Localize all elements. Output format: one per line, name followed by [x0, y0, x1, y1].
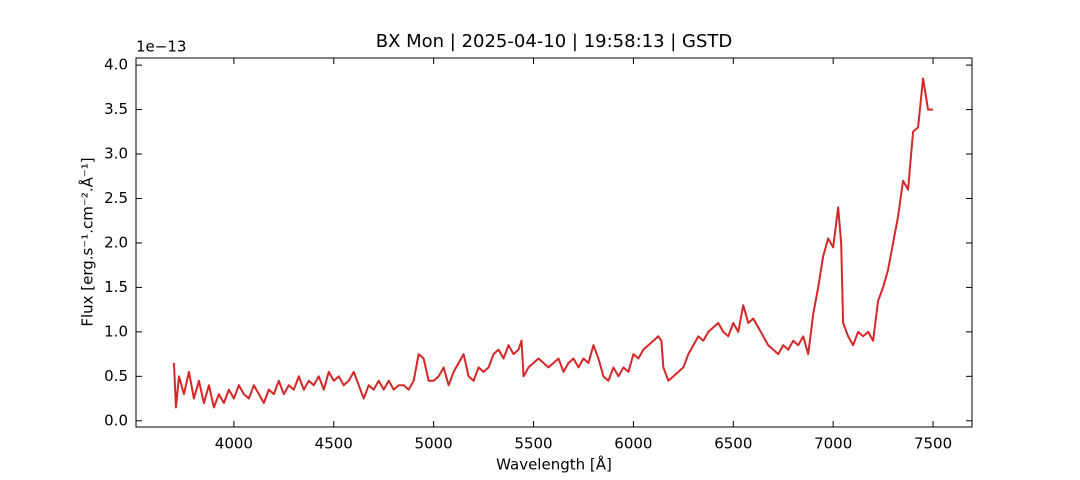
x-tick-label: 5500	[514, 435, 552, 453]
x-tick-label: 6500	[714, 435, 752, 453]
y-tick-label: 3.5	[104, 100, 128, 118]
y-tick-label: 1.5	[104, 278, 128, 296]
y-tick-label: 2.5	[104, 189, 128, 207]
spectrum-line	[172, 77, 934, 409]
y-offset-text: 1e−13	[136, 38, 186, 56]
y-axis-label: Flux [erg.s⁻¹.cm⁻².Å⁻¹]	[78, 157, 97, 326]
x-axis-label: Wavelength [Å]	[496, 455, 612, 474]
x-tick-label: 4500	[315, 435, 353, 453]
x-tick-label: 7500	[914, 435, 952, 453]
y-tick-label: 0.5	[104, 367, 128, 385]
plot-frame	[135, 57, 973, 428]
y-tick-label: 0.0	[104, 411, 128, 429]
x-tick-label: 5000	[415, 435, 453, 453]
x-tick-label: 6000	[614, 435, 652, 453]
x-tick-label: 7000	[814, 435, 852, 453]
y-tick-label: 4.0	[104, 56, 128, 74]
chart-title: BX Mon | 2025-04-10 | 19:58:13 | GSTD	[376, 31, 733, 52]
y-tick-label: 3.0	[104, 145, 128, 163]
x-tick-label: 4000	[215, 435, 253, 453]
y-tick-label: 2.0	[104, 233, 128, 251]
y-tick-label: 1.0	[104, 322, 128, 340]
